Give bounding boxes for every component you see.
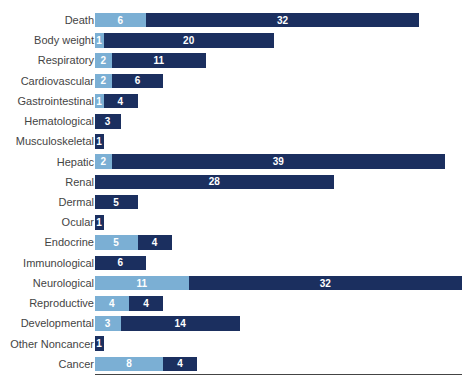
svg-text:4: 4 xyxy=(177,358,183,369)
svg-text:Renal: Renal xyxy=(65,176,94,188)
svg-text:4: 4 xyxy=(118,96,124,107)
svg-text:6: 6 xyxy=(135,75,141,86)
svg-text:6: 6 xyxy=(118,15,124,26)
svg-text:32: 32 xyxy=(277,15,289,26)
svg-text:Endocrine: Endocrine xyxy=(44,236,94,248)
svg-text:5: 5 xyxy=(113,237,119,248)
svg-text:Hematological: Hematological xyxy=(24,115,94,127)
svg-text:1: 1 xyxy=(96,136,102,147)
svg-text:2: 2 xyxy=(101,55,107,66)
svg-text:1: 1 xyxy=(96,35,102,46)
svg-text:Neurological: Neurological xyxy=(33,277,94,289)
svg-text:11: 11 xyxy=(154,55,165,66)
svg-text:Hepatic: Hepatic xyxy=(57,156,95,168)
svg-text:1: 1 xyxy=(96,217,102,228)
svg-text:4: 4 xyxy=(143,298,149,309)
svg-text:28: 28 xyxy=(209,176,221,187)
svg-text:Body weight: Body weight xyxy=(34,34,94,46)
svg-text:Reproductive: Reproductive xyxy=(29,297,94,309)
svg-text:8: 8 xyxy=(126,358,132,369)
svg-text:3: 3 xyxy=(105,116,111,127)
svg-text:1: 1 xyxy=(96,96,102,107)
svg-text:14: 14 xyxy=(175,318,187,329)
svg-text:Respiratory: Respiratory xyxy=(38,54,95,66)
svg-text:Cancer: Cancer xyxy=(59,358,95,370)
svg-text:Dermal: Dermal xyxy=(59,196,94,208)
svg-text:Other Noncancer: Other Noncancer xyxy=(10,338,94,350)
svg-text:32: 32 xyxy=(320,278,332,289)
svg-text:1: 1 xyxy=(96,338,102,349)
svg-text:Developmental: Developmental xyxy=(21,317,94,329)
svg-text:2: 2 xyxy=(101,75,107,86)
svg-text:20: 20 xyxy=(183,35,195,46)
svg-text:Ocular: Ocular xyxy=(62,216,95,228)
svg-text:2: 2 xyxy=(101,156,107,167)
svg-text:5: 5 xyxy=(113,197,119,208)
svg-text:Death: Death xyxy=(65,14,94,26)
svg-text:Musculoskeletal: Musculoskeletal xyxy=(16,135,94,147)
svg-text:6: 6 xyxy=(118,257,124,268)
svg-text:4: 4 xyxy=(109,298,115,309)
svg-text:Gastrointestinal: Gastrointestinal xyxy=(18,95,94,107)
svg-text:Immunological: Immunological xyxy=(23,257,94,269)
svg-text:Cardiovascular: Cardiovascular xyxy=(21,75,95,87)
svg-text:4: 4 xyxy=(152,237,158,248)
svg-text:39: 39 xyxy=(273,156,285,167)
svg-text:3: 3 xyxy=(105,318,111,329)
svg-text:11: 11 xyxy=(136,278,147,289)
